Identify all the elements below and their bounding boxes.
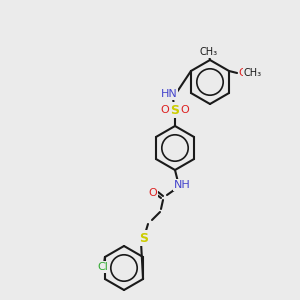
Text: NH: NH [174, 180, 190, 190]
Text: CH₃: CH₃ [200, 47, 218, 57]
Text: HN: HN [160, 89, 177, 99]
Text: CH₃: CH₃ [244, 68, 262, 78]
Text: O: O [148, 188, 158, 198]
Text: O: O [239, 68, 248, 78]
Text: O: O [181, 105, 189, 115]
Text: S: S [170, 103, 179, 116]
Text: S: S [140, 232, 148, 244]
Text: Cl: Cl [98, 262, 108, 272]
Text: O: O [160, 105, 169, 115]
